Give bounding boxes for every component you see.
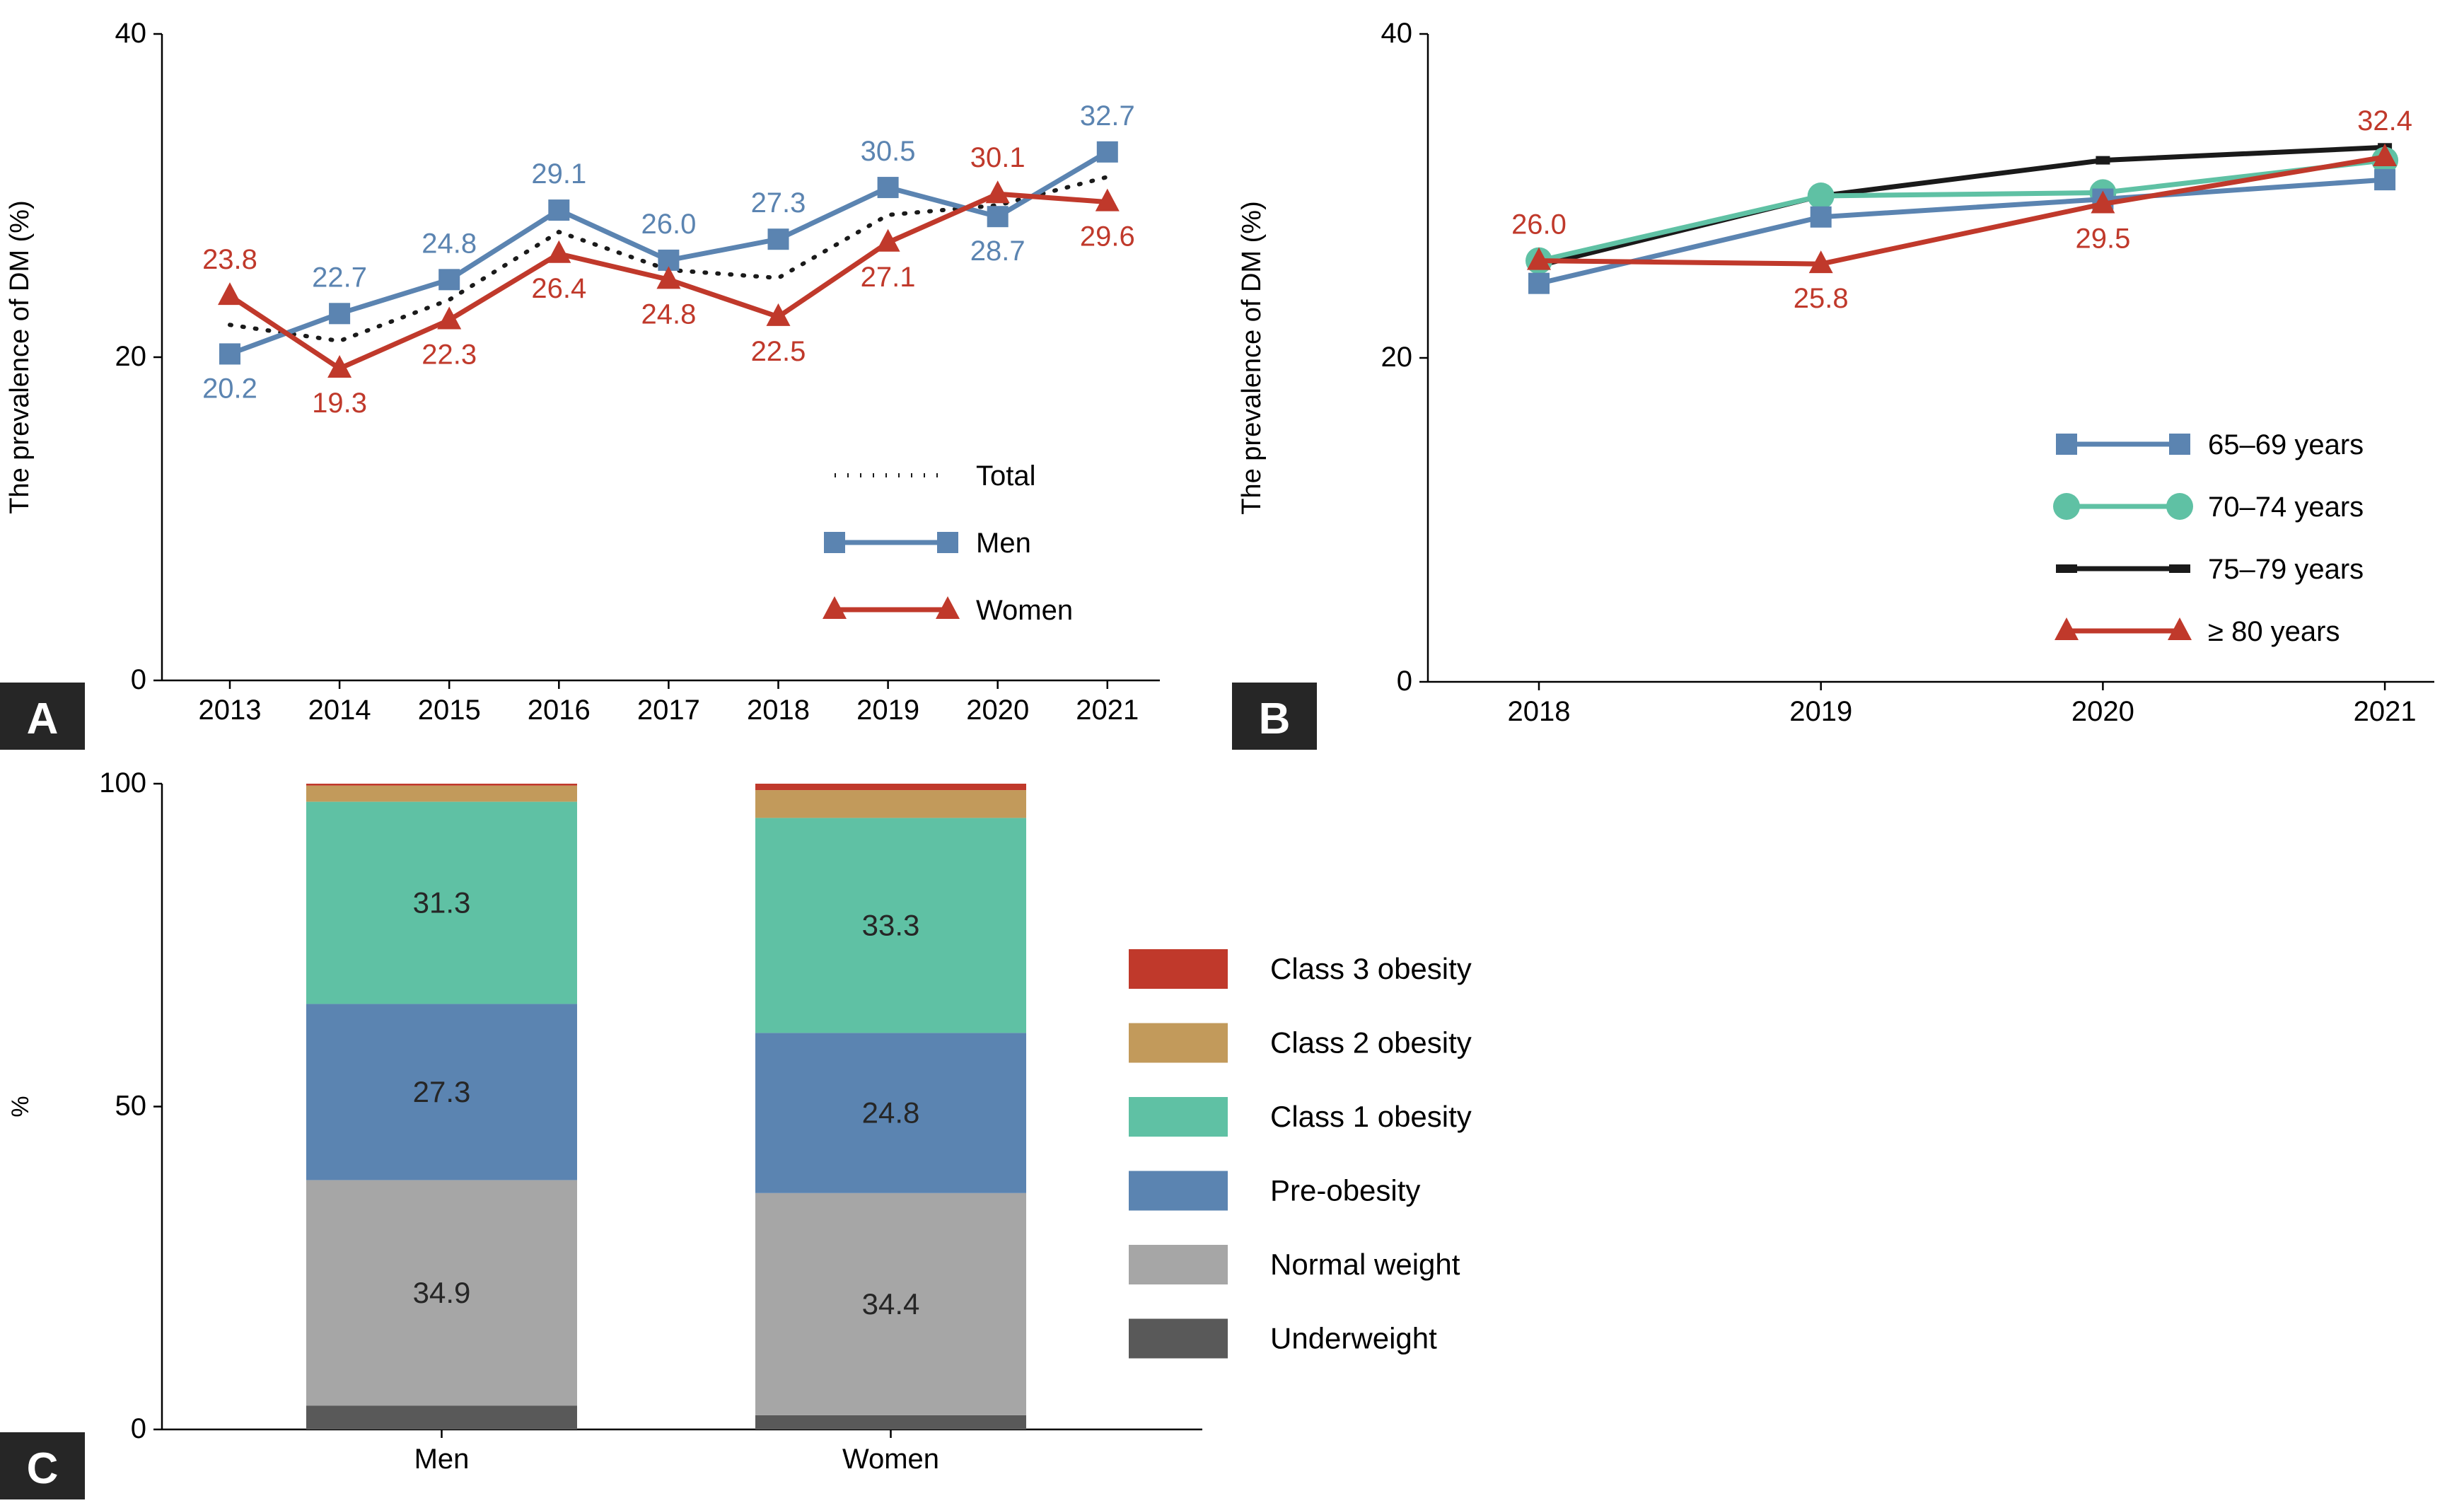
svg-text:2020: 2020 [2071, 696, 2134, 727]
svg-text:Pre-obesity: Pre-obesity [1270, 1174, 1420, 1207]
svg-text:≥ 80 years: ≥ 80 years [2208, 616, 2340, 647]
svg-text:26.0: 26.0 [641, 209, 696, 240]
svg-text:20: 20 [115, 341, 147, 372]
svg-text:2020: 2020 [966, 695, 1029, 726]
svg-text:32.4: 32.4 [2357, 105, 2412, 137]
svg-text:A: A [27, 695, 59, 743]
svg-text:24.8: 24.8 [862, 1096, 920, 1130]
svg-text:34.4: 34.4 [862, 1287, 920, 1321]
svg-text:2014: 2014 [308, 695, 371, 726]
svg-text:75–79 years: 75–79 years [2208, 554, 2364, 585]
svg-text:50: 50 [115, 1091, 147, 1122]
svg-text:27.3: 27.3 [413, 1075, 471, 1108]
svg-text:Total: Total [976, 460, 1036, 492]
svg-text:29.1: 29.1 [531, 158, 586, 190]
svg-text:2019: 2019 [1789, 696, 1852, 727]
svg-text:Class 2 obesity: Class 2 obesity [1270, 1026, 1472, 1060]
svg-text:29.6: 29.6 [1080, 221, 1135, 253]
svg-text:20: 20 [1381, 342, 1413, 373]
svg-text:32.7: 32.7 [1080, 100, 1135, 132]
svg-text:20.2: 20.2 [202, 373, 257, 404]
svg-text:28.7: 28.7 [970, 236, 1025, 267]
svg-text:33.3: 33.3 [862, 908, 920, 941]
svg-text:27.3: 27.3 [751, 187, 806, 219]
svg-text:B: B [1259, 695, 1291, 743]
svg-text:29.5: 29.5 [2075, 223, 2130, 254]
svg-text:22.5: 22.5 [751, 336, 806, 367]
svg-text:31.3: 31.3 [413, 886, 471, 919]
svg-text:0: 0 [131, 1413, 146, 1444]
svg-text:Men: Men [976, 528, 1031, 559]
svg-text:0: 0 [1397, 666, 1412, 697]
svg-text:2018: 2018 [747, 695, 810, 726]
svg-text:Class 3 obesity: Class 3 obesity [1270, 952, 1472, 985]
svg-text:2021: 2021 [2354, 696, 2417, 727]
svg-text:40: 40 [1381, 18, 1413, 49]
svg-text:The prevalence of DM (%): The prevalence of DM (%) [1237, 201, 1267, 515]
svg-text:70–74 years: 70–74 years [2208, 492, 2364, 523]
svg-text:C: C [27, 1444, 59, 1493]
svg-text:2021: 2021 [1076, 695, 1139, 726]
svg-text:25.8: 25.8 [1794, 283, 1849, 314]
svg-text:26.4: 26.4 [531, 273, 586, 304]
svg-text:Women: Women [976, 595, 1073, 626]
svg-text:The prevalence of DM (%): The prevalence of DM (%) [5, 200, 35, 514]
svg-text:0: 0 [131, 664, 146, 695]
svg-text:2017: 2017 [637, 695, 700, 726]
svg-text:100: 100 [99, 767, 146, 799]
svg-text:27.1: 27.1 [861, 262, 916, 293]
svg-text:Normal weight: Normal weight [1270, 1248, 1460, 1281]
svg-text:Women: Women [842, 1444, 939, 1475]
svg-text:Class 1 obesity: Class 1 obesity [1270, 1100, 1472, 1133]
svg-text:23.8: 23.8 [202, 244, 257, 275]
svg-text:34.9: 34.9 [413, 1276, 471, 1309]
svg-text:22.7: 22.7 [312, 262, 367, 293]
svg-text:Men: Men [414, 1444, 470, 1475]
svg-text:40: 40 [115, 18, 147, 49]
svg-text:22.3: 22.3 [422, 339, 477, 370]
svg-text:65–69 years: 65–69 years [2208, 429, 2364, 460]
svg-text:24.8: 24.8 [422, 228, 477, 259]
svg-text:30.5: 30.5 [861, 136, 916, 167]
svg-text:2013: 2013 [199, 695, 262, 726]
svg-text:19.3: 19.3 [312, 388, 367, 419]
svg-text:24.8: 24.8 [641, 298, 696, 330]
svg-text:2019: 2019 [856, 695, 919, 726]
svg-text:2016: 2016 [528, 695, 591, 726]
svg-text:26.0: 26.0 [1511, 209, 1567, 240]
svg-text:%: % [7, 1096, 34, 1117]
svg-text:Underweight: Underweight [1270, 1322, 1437, 1355]
svg-text:30.1: 30.1 [970, 142, 1025, 173]
svg-text:2018: 2018 [1508, 696, 1571, 727]
svg-text:2015: 2015 [418, 695, 481, 726]
